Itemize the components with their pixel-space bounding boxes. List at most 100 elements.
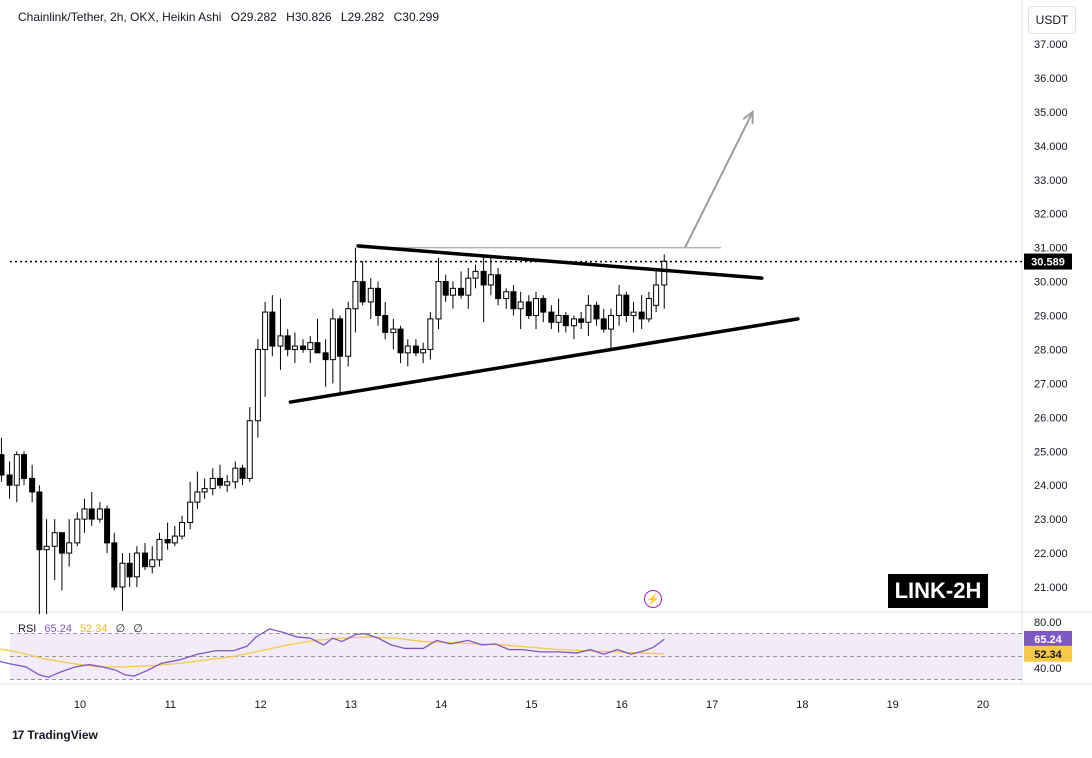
candle-body: [194, 491, 201, 503]
time-tick-label: 14: [435, 699, 447, 711]
price-tick-label: 25.000: [1034, 446, 1068, 458]
currency-button[interactable]: USDT: [1028, 6, 1076, 34]
candle-body: [291, 345, 298, 350]
price-tick-label: 24.000: [1034, 480, 1068, 492]
candle-body: [578, 318, 585, 323]
candle-body: [307, 342, 314, 350]
candle-body: [119, 562, 126, 588]
price-tick-label: 37.000: [1034, 39, 1068, 51]
candle-body: [510, 291, 517, 310]
candle-body: [458, 287, 465, 296]
candle-body: [472, 270, 479, 279]
candle-body: [36, 491, 43, 551]
tradingview-icon: 17: [12, 728, 24, 742]
time-tick-label: 19: [887, 699, 899, 711]
time-tick-label: 10: [74, 699, 86, 711]
current-price-label: 30.589: [1031, 257, 1065, 269]
candle-body: [179, 522, 186, 537]
candle-body: [58, 532, 65, 554]
candle-body: [442, 281, 449, 296]
rsi-ma-badge: [1024, 645, 1072, 662]
candle-body: [374, 287, 381, 317]
candle-body: [6, 474, 13, 486]
candle-body: [390, 328, 397, 333]
candle-body: [517, 301, 524, 310]
candle-body: [29, 477, 36, 493]
candle-body: [133, 552, 140, 578]
price-tick-label: 27.000: [1034, 378, 1068, 390]
time-tick-label: 20: [977, 699, 989, 711]
candle-body: [645, 298, 652, 320]
candle-body: [404, 345, 411, 354]
candle-body: [216, 477, 223, 486]
candle-body: [239, 467, 246, 479]
candle-body: [254, 348, 261, 422]
candle-body: [487, 274, 494, 286]
candle-body: [449, 287, 456, 296]
candle-body: [638, 311, 645, 320]
candle-body: [126, 562, 133, 578]
candle-body: [630, 311, 637, 317]
price-tick-label: 23.000: [1034, 514, 1068, 526]
time-tick-label: 16: [616, 699, 628, 711]
candle-body: [367, 287, 374, 303]
candle-body: [104, 508, 111, 544]
rsi-tick-label: 40.00: [1034, 663, 1062, 675]
price-tick-label: 35.000: [1034, 107, 1068, 119]
price-tick-label: 32.000: [1034, 209, 1068, 221]
candle-body: [322, 352, 329, 361]
candle-body: [548, 311, 555, 323]
candle-body: [51, 532, 58, 547]
candle-body: [585, 304, 592, 323]
candle-body: [0, 454, 5, 476]
price-tick-label: 21.000: [1034, 582, 1068, 594]
rsi-legend: RSI 65.24 52.34 ∅ ∅: [18, 622, 148, 635]
candle-body: [81, 508, 88, 520]
price-tick-label: 28.000: [1034, 344, 1068, 356]
symbol-label[interactable]: Chainlink/Tether, 2h, OKX, Heikin Ashi: [18, 10, 222, 24]
rsi-extra-2: ∅: [133, 623, 143, 635]
breakout-arrow-line: [684, 111, 754, 249]
candle-body: [74, 518, 81, 544]
candle-body: [277, 335, 284, 347]
candle-body: [661, 260, 668, 286]
candle-body: [420, 348, 427, 354]
candle-body: [96, 508, 103, 520]
candle-body: [359, 281, 366, 303]
candle-body: [209, 477, 216, 490]
candle-body: [623, 294, 630, 317]
rsi-ma-badge-label: 52.34: [1034, 649, 1062, 661]
open-value: O29.282: [230, 10, 277, 24]
candle-body: [284, 335, 291, 350]
candle-body: [412, 345, 419, 354]
candle-body: [187, 501, 194, 524]
price-tick-label: 31.000: [1034, 243, 1068, 255]
candle-body: [300, 345, 307, 350]
candle-body: [329, 318, 336, 361]
candle-body: [570, 318, 577, 327]
candle-body: [156, 538, 163, 561]
symbol-watermark: LINK-2H: [888, 574, 988, 608]
rsi-value: 65.24: [44, 623, 72, 635]
candle-body: [600, 318, 607, 330]
price-tick-label: 29.000: [1034, 311, 1068, 323]
brand-label: TradingView: [27, 728, 98, 742]
tradingview-logo[interactable]: 17 TradingView: [12, 728, 98, 742]
rsi-name[interactable]: RSI: [18, 623, 37, 635]
price-tick-label: 30.000: [1034, 277, 1068, 289]
time-tick-label: 13: [345, 699, 357, 711]
candle-body: [13, 454, 20, 486]
rsi-ma-value: 52.34: [80, 623, 108, 635]
price-tick-label: 26.000: [1034, 412, 1068, 424]
candle-body: [435, 281, 442, 320]
candle-body: [337, 318, 344, 357]
candle-body: [88, 508, 95, 520]
candle-body: [262, 311, 269, 350]
candle-body: [503, 291, 510, 300]
candle-body: [345, 308, 352, 357]
candle-body: [427, 318, 434, 350]
high-value: H30.826: [286, 10, 332, 24]
flash-icon[interactable]: ⚡: [644, 590, 662, 608]
